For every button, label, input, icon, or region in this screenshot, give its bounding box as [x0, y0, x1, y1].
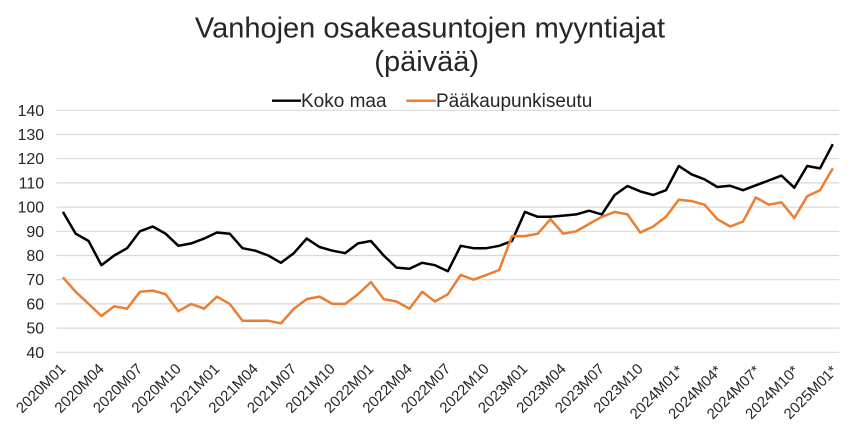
svg-text:110: 110 [19, 175, 45, 192]
svg-text:Pääkaupunkiseutu: Pääkaupunkiseutu [436, 91, 592, 112]
svg-text:60: 60 [26, 296, 44, 313]
svg-text:Koko maa: Koko maa [301, 91, 387, 112]
svg-text:(päivää): (päivää) [374, 46, 479, 78]
svg-text:120: 120 [17, 151, 44, 168]
svg-text:90: 90 [26, 224, 44, 241]
svg-text:100: 100 [17, 200, 44, 217]
svg-text:70: 70 [26, 272, 44, 289]
svg-text:80: 80 [26, 248, 44, 265]
svg-text:50: 50 [26, 321, 44, 338]
svg-text:140: 140 [17, 103, 44, 120]
svg-text:40: 40 [26, 345, 44, 362]
svg-text:Vanhojen osakeasuntojen myynti: Vanhojen osakeasuntojen myyntiajat [195, 12, 665, 44]
svg-text:130: 130 [17, 127, 44, 144]
